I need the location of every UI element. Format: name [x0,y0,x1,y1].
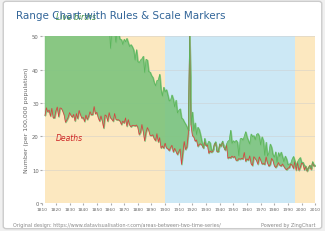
Y-axis label: Number (per 100,000 population): Number (per 100,000 population) [24,68,29,173]
Bar [295,37,315,203]
Bar [45,37,165,203]
Text: Powered by ZingChart: Powered by ZingChart [261,222,315,227]
Bar [165,37,295,203]
Text: Range Chart with Rules & Scale Markers: Range Chart with Rules & Scale Markers [16,11,226,21]
Text: Deaths: Deaths [56,133,83,142]
Text: Original design: https://www.datavisualisation-r.com/areas-between-two-time-seri: Original design: https://www.datavisuali… [13,222,221,227]
Text: Live births: Live births [56,13,96,22]
